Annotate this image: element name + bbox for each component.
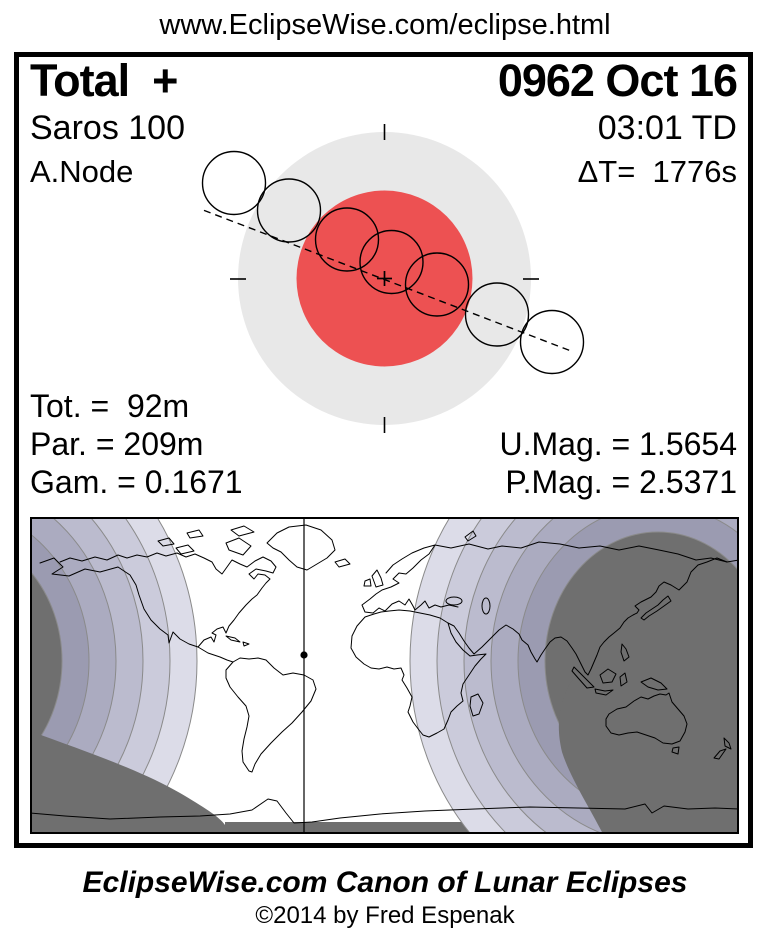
victoria-island <box>175 544 195 555</box>
antarctica-coast <box>30 798 739 824</box>
moon-position-circle <box>519 309 585 375</box>
cuba <box>225 635 241 643</box>
east-dark-wedge <box>558 667 739 834</box>
node-label: A.Node <box>30 154 134 189</box>
stat-gamma: Gam. = 0.1671 <box>30 464 243 500</box>
moon-position-circle <box>359 229 424 295</box>
ireland <box>363 578 372 587</box>
baffin-island <box>225 537 252 556</box>
west-dark-wedge <box>30 731 225 834</box>
greatest-eclipse-time: 03:01 TD <box>597 109 737 147</box>
greenland <box>266 524 336 571</box>
eclipse-geometry-diagram <box>201 124 585 433</box>
sumatra <box>571 666 595 689</box>
copyright: ©2014 by Fred Espenak <box>255 902 515 929</box>
moon-position-circle <box>314 207 380 272</box>
banks-island <box>157 537 175 547</box>
west-visibility-rings <box>30 517 198 834</box>
map-border <box>30 517 739 834</box>
eclipse-date: 0962 Oct 16 <box>497 55 738 106</box>
great-britain <box>371 569 384 588</box>
arctic-island <box>186 529 204 539</box>
iceland <box>334 558 351 568</box>
moon-position-circle <box>256 178 322 243</box>
asia-south <box>447 557 739 676</box>
australia <box>605 692 688 745</box>
north-america-east <box>59 552 277 648</box>
new-zealand-north <box>723 737 732 750</box>
sulawesi <box>619 672 628 687</box>
stat-totality: Tot. = 92m <box>30 388 190 424</box>
stat-penumbral-magnitude: P.Mag. = 2.5371 <box>505 464 737 500</box>
shadow-center-cross <box>377 271 392 286</box>
eclipse-card: Total + 0962 Oct 16 Saros 100 03:01 TD A… <box>14 52 753 848</box>
borneo <box>599 668 617 684</box>
tasmania <box>671 746 680 755</box>
saros-label: Saros 100 <box>30 109 185 147</box>
stat-umbral-magnitude: U.Mag. = 1.5654 <box>499 426 737 462</box>
page-url: www.EclipseWise.com/eclipse.html <box>159 9 611 41</box>
ecliptic-dashed-line <box>203 209 571 352</box>
canon-title: EclipseWise.com Canon of Lunar Eclipses <box>82 866 688 899</box>
hispaniola <box>242 641 250 647</box>
eclipse-type-label: Total + <box>30 55 178 106</box>
madagascar <box>469 693 484 717</box>
siberia-north <box>434 541 728 563</box>
stat-partial: Par. = 209m <box>30 426 204 462</box>
ellesmere-island <box>230 525 255 537</box>
africa <box>350 609 487 738</box>
moon-position-circle <box>201 150 267 216</box>
philippines <box>620 643 630 662</box>
visibility-map <box>30 517 739 834</box>
moon-position-circle <box>404 252 470 317</box>
new-guinea <box>640 677 668 691</box>
antarctic-dark-strip <box>225 822 475 834</box>
new-zealand-south <box>713 748 727 760</box>
delta-t-label: ΔT= 1776s <box>577 154 737 189</box>
north-america-west <box>39 557 234 663</box>
south-america <box>225 657 317 773</box>
caspian-sea <box>481 597 491 615</box>
novaya-zemlya <box>464 530 477 542</box>
moon-circles <box>201 150 585 375</box>
europe <box>361 544 459 614</box>
java <box>594 688 614 696</box>
black-sea <box>445 596 463 606</box>
sublunar-point-dot <box>300 651 308 659</box>
japan <box>640 595 672 621</box>
coastlines <box>30 524 739 824</box>
moon-position-circle <box>464 282 530 347</box>
